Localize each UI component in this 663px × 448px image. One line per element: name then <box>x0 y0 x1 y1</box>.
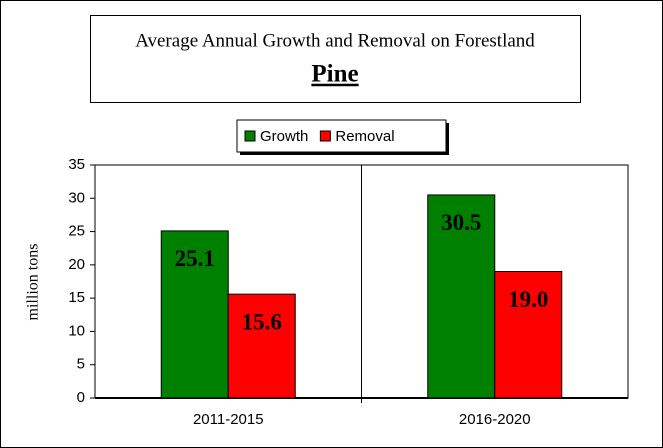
y-axis-label: million tons <box>25 244 42 321</box>
value-label: 25.1 <box>175 246 215 271</box>
x-tick-label: 2011-2015 <box>193 411 264 428</box>
legend-swatch <box>244 130 256 142</box>
chart-subtitle: Pine <box>311 61 358 88</box>
legend-label: Removal <box>335 128 394 145</box>
y-tick-label: 30 <box>68 189 85 206</box>
bar <box>160 230 229 399</box>
y-tick-label: 15 <box>68 289 85 306</box>
chart-title: Average Annual Growth and Removal on For… <box>135 30 535 51</box>
bar <box>494 271 563 399</box>
x-tick-label: 2016-2020 <box>459 411 531 428</box>
legend-label: Growth <box>260 128 308 145</box>
bar <box>427 194 496 399</box>
value-label: 15.6 <box>242 309 282 334</box>
y-tick-label: 25 <box>68 223 85 240</box>
value-label: 30.5 <box>441 210 481 235</box>
legend-box <box>236 119 447 153</box>
bar <box>227 293 296 399</box>
y-tick-label: 5 <box>77 356 85 373</box>
legend-swatch <box>319 130 331 142</box>
value-label: 19.0 <box>508 287 548 312</box>
y-tick-label: 0 <box>77 389 85 406</box>
y-tick-label: 10 <box>68 322 85 339</box>
title-box <box>90 15 581 103</box>
y-tick-label: 35 <box>68 156 85 173</box>
y-tick-label: 20 <box>68 256 85 273</box>
